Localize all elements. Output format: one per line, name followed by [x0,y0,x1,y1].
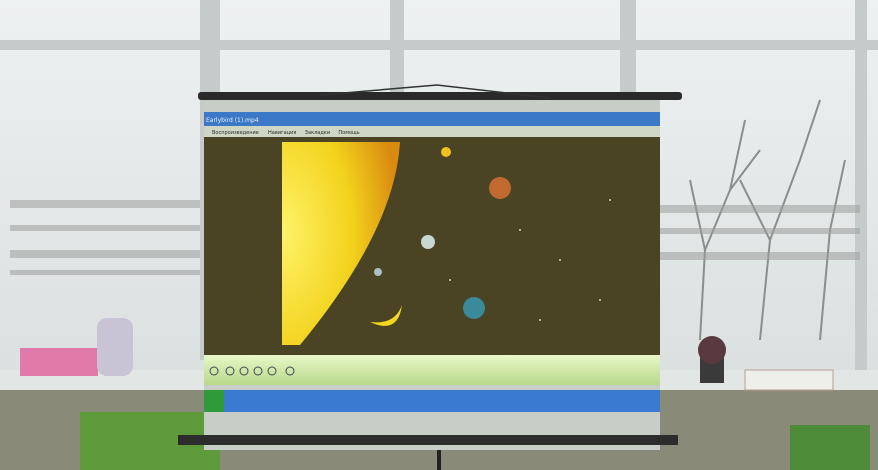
menu: Воспроизведение Навигация Закладки Помощь [212,130,360,136]
title-bar [204,112,660,126]
green-shelf [790,425,870,470]
planet [421,235,435,249]
tray [745,370,833,390]
window-title: Earlybird (1).mp4 [206,117,259,124]
page: {"player": {"title": "Earlybird (1).mp4"… [0,0,878,470]
screen-bar [198,92,682,100]
scene: Earlybird (1).mp4 Воспроизведение Навигац… [0,0,878,470]
comet [441,147,451,157]
control-bar [204,355,660,385]
planet [463,297,485,319]
start-button[interactable] [204,390,224,412]
planet [374,268,382,276]
planet [489,177,511,199]
jar [97,318,133,376]
menu-item[interactable]: Воспроизведение [212,130,259,136]
menu-item[interactable]: Закладки [305,130,330,136]
menu-item[interactable]: Навигация [268,130,296,136]
plant [698,336,726,364]
stand-pole [437,450,441,470]
menu-item[interactable]: Помощь [338,130,359,136]
taskbar [204,390,660,412]
basket [20,348,98,376]
stand-base [178,435,678,445]
